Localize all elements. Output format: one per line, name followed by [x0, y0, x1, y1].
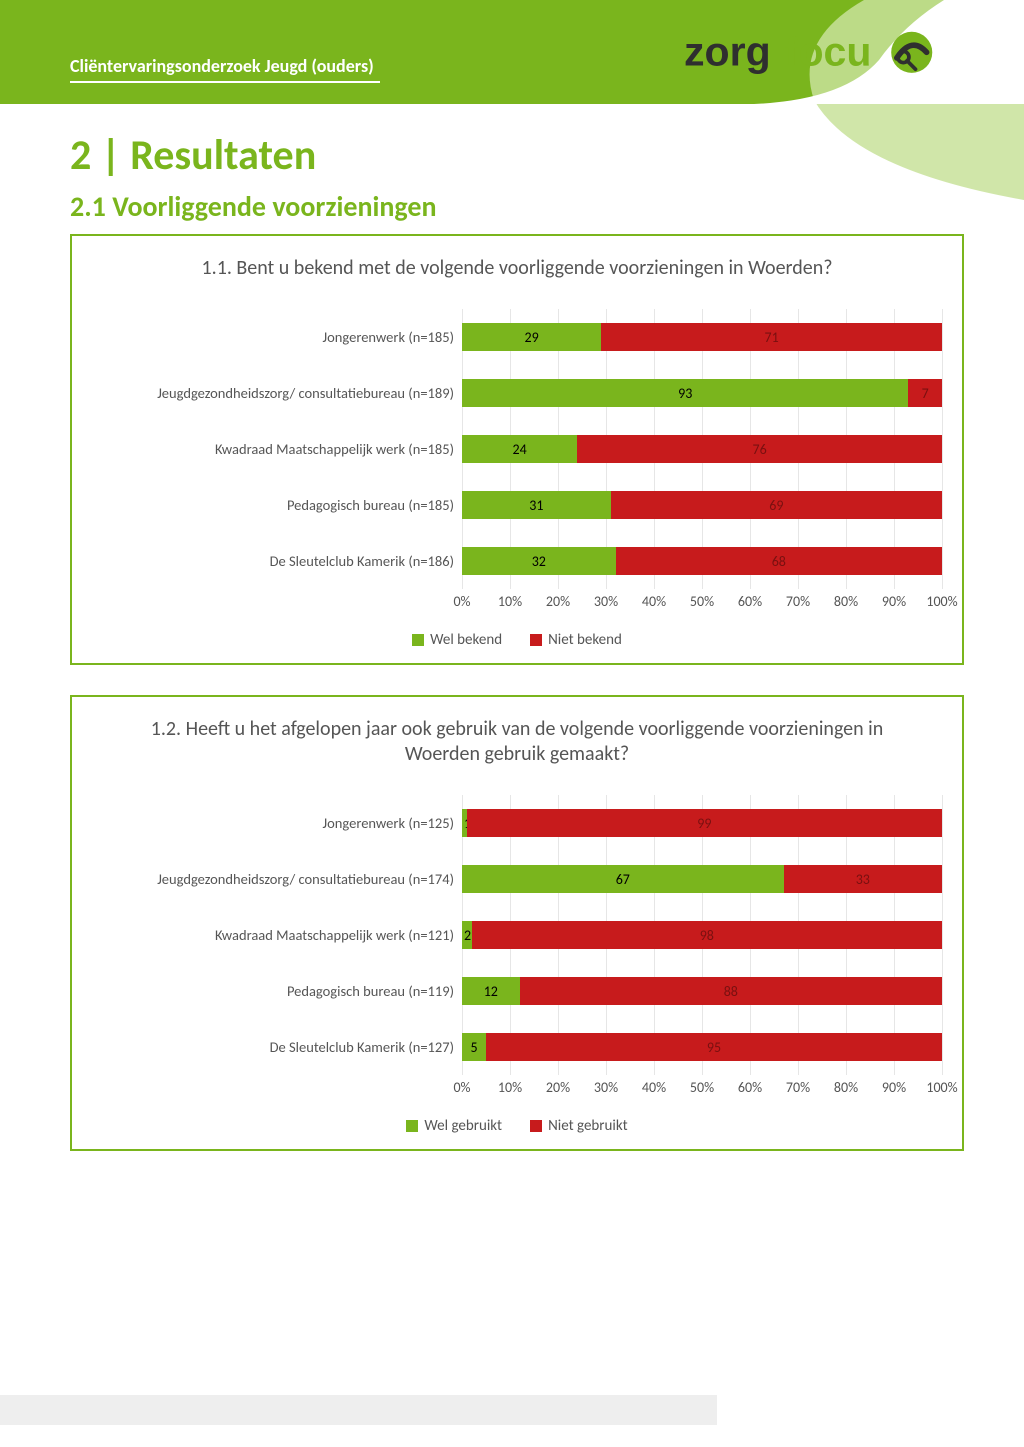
- bar-segment-no: 99: [467, 809, 942, 837]
- category-label: Jongerenwerk (n=185): [92, 309, 462, 365]
- chart-2-category-labels: Jongerenwerk (n=125)Jeugdgezondheidszorg…: [92, 795, 462, 1103]
- axis-tick: 30%: [594, 1079, 618, 1096]
- chart-1-legend: Wel bekend Niet bekend: [92, 631, 942, 649]
- bar-row: 1288: [462, 963, 942, 1019]
- axis-tick: 0%: [453, 593, 470, 610]
- bar-segment-yes: 32: [462, 547, 616, 575]
- bar-segment-no: 68: [616, 547, 942, 575]
- bar-segment-yes: 93: [462, 379, 908, 407]
- axis-tick: 20%: [546, 593, 570, 610]
- category-label: Pedagogisch bureau (n=119): [92, 963, 462, 1019]
- bar-segment-no: 95: [486, 1033, 942, 1061]
- axis-tick: 90%: [882, 593, 906, 610]
- category-label: De Sleutelclub Kamerik (n=127): [92, 1019, 462, 1075]
- page-title: 2 | Resultaten: [70, 130, 964, 181]
- bar-row: 3268: [462, 533, 942, 589]
- axis-tick: 20%: [546, 1079, 570, 1096]
- axis-tick: 10%: [498, 1079, 522, 1096]
- bar-segment-yes: 2: [462, 921, 472, 949]
- bar-segment-no: 76: [577, 435, 942, 463]
- bar-row: 2476: [462, 421, 942, 477]
- category-label: Pedagogisch bureau (n=185): [92, 477, 462, 533]
- brand-logo: zorg focu: [684, 22, 964, 92]
- bar-segment-yes: 5: [462, 1033, 486, 1061]
- chart-2-axis: 0%10%20%30%40%50%60%70%80%90%100%: [462, 1079, 942, 1103]
- bar-segment-yes: 12: [462, 977, 520, 1005]
- chart-2-title: 1.2. Heeft u het afgelopen jaar ook gebr…: [132, 717, 902, 767]
- bar-segment-yes: 67: [462, 865, 784, 893]
- axis-tick: 70%: [786, 593, 810, 610]
- category-label: Jeugdgezondheidszorg/ consultatiebureau …: [92, 365, 462, 421]
- chart-2-legend: Wel gebruikt Niet gebruikt: [92, 1117, 942, 1135]
- axis-tick: 90%: [882, 1079, 906, 1096]
- legend-label: Niet gebruikt: [548, 1117, 628, 1135]
- bar-segment-yes: 31: [462, 491, 611, 519]
- chart-2-plot: 19967332981288595 0%10%20%30%40%50%60%70…: [462, 795, 942, 1103]
- bar-segment-no: 98: [472, 921, 942, 949]
- bar-segment-yes: 24: [462, 435, 577, 463]
- category-label: Jongerenwerk (n=125): [92, 795, 462, 851]
- axis-tick: 60%: [738, 1079, 762, 1096]
- legend-label: Wel bekend: [430, 631, 502, 649]
- bar-segment-no: 71: [601, 323, 942, 351]
- legend-label: Niet bekend: [548, 631, 622, 649]
- section-title: 2.1 Voorliggende voorzieningen: [70, 189, 964, 224]
- category-label: Kwadraad Maatschappelijk werk (n=185): [92, 421, 462, 477]
- bar-row: 6733: [462, 851, 942, 907]
- chart-1-plot: 2971937247631693268 0%10%20%30%40%50%60%…: [462, 309, 942, 617]
- logo-text-green: focu: [785, 28, 872, 74]
- bar-row: 298: [462, 907, 942, 963]
- bar-row: 2971: [462, 309, 942, 365]
- axis-tick: 80%: [834, 593, 858, 610]
- doc-subtitle: Cliëntervaringsonderzoek Jeugd (ouders): [70, 55, 380, 83]
- axis-tick: 100%: [926, 593, 957, 610]
- axis-tick: 10%: [498, 593, 522, 610]
- axis-tick: 50%: [690, 1079, 714, 1096]
- axis-tick: 80%: [834, 1079, 858, 1096]
- footer-bar: [0, 1395, 717, 1425]
- chart-1-title: 1.1. Bent u bekend met de volgende voorl…: [132, 256, 902, 281]
- category-label: Kwadraad Maatschappelijk werk (n=121): [92, 907, 462, 963]
- chart-2-box: 1.2. Heeft u het afgelopen jaar ook gebr…: [70, 695, 964, 1151]
- bar-segment-no: 88: [520, 977, 942, 1005]
- bar-segment-no: 7: [908, 379, 942, 407]
- bar-row: 199: [462, 795, 942, 851]
- axis-tick: 40%: [642, 593, 666, 610]
- axis-tick: 0%: [453, 1079, 470, 1096]
- legend-label: Wel gebruikt: [424, 1117, 502, 1135]
- chart-1-axis: 0%10%20%30%40%50%60%70%80%90%100%: [462, 593, 942, 617]
- axis-tick: 60%: [738, 593, 762, 610]
- chart-1-box: 1.1. Bent u bekend met de volgende voorl…: [70, 234, 964, 665]
- bar-segment-no: 69: [611, 491, 942, 519]
- axis-tick: 40%: [642, 1079, 666, 1096]
- category-label: Jeugdgezondheidszorg/ consultatiebureau …: [92, 851, 462, 907]
- logo-text-dark: zorg: [684, 28, 771, 74]
- chart-1-category-labels: Jongerenwerk (n=185)Jeugdgezondheidszorg…: [92, 309, 462, 617]
- bar-row: 595: [462, 1019, 942, 1075]
- category-label: De Sleutelclub Kamerik (n=186): [92, 533, 462, 589]
- bar-row: 3169: [462, 477, 942, 533]
- axis-tick: 70%: [786, 1079, 810, 1096]
- axis-tick: 30%: [594, 593, 618, 610]
- axis-tick: 50%: [690, 593, 714, 610]
- bar-segment-yes: 29: [462, 323, 601, 351]
- main-content: 2 | Resultaten 2.1 Voorliggende voorzien…: [70, 118, 964, 1181]
- bar-segment-no: 33: [784, 865, 942, 893]
- axis-tick: 100%: [926, 1079, 957, 1096]
- bar-row: 937: [462, 365, 942, 421]
